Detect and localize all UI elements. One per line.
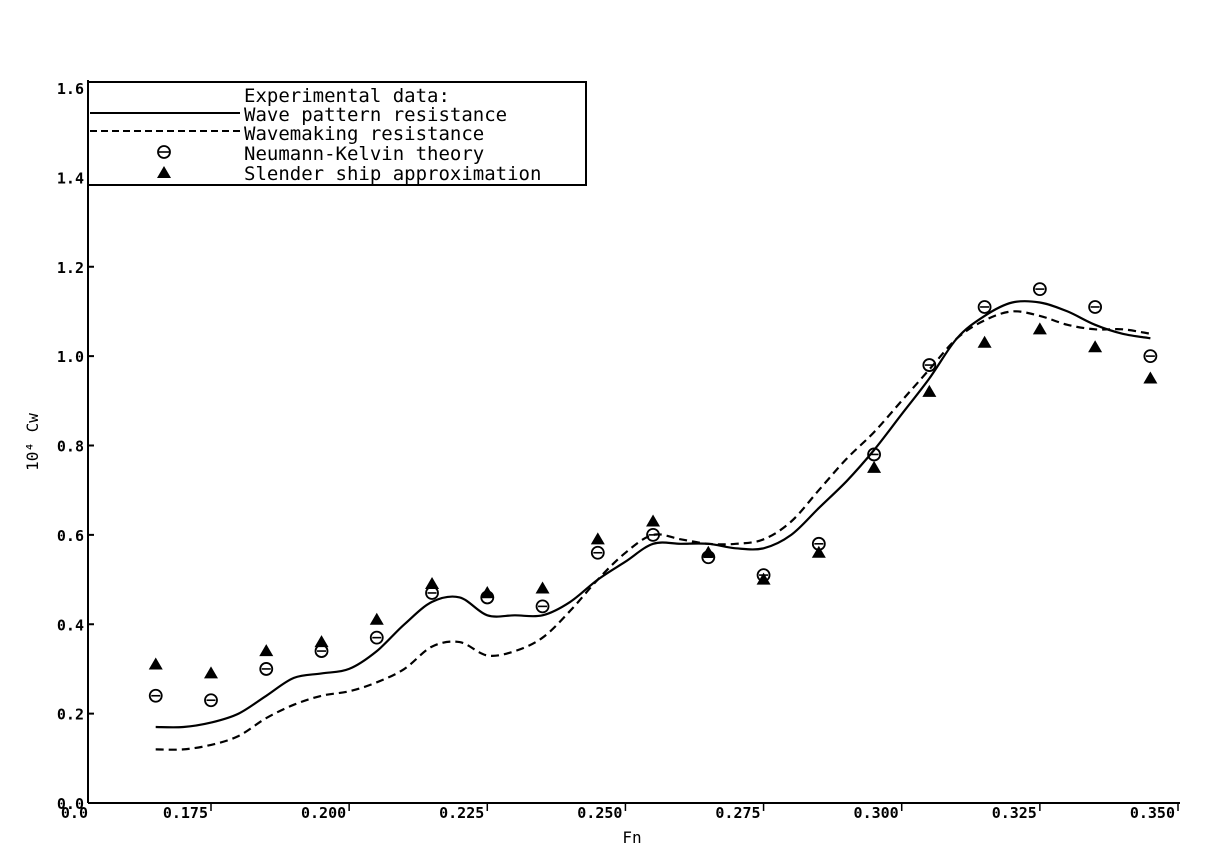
x-axis-title: Fn [622,828,641,847]
slender-ship-point [1088,340,1103,353]
y-tick-label: 1.4 [57,169,84,187]
neumann-kelvin-point [369,630,384,645]
slender-ship-point [480,585,495,598]
slender-ship-point [425,577,440,590]
neumann-kelvin-point [977,300,992,314]
y-tick-label: 0.4 [57,616,84,634]
y-axis-title: 10⁴ Cw [23,413,42,471]
slender-ship-point [867,460,882,473]
y-tick-label: 1.2 [57,259,84,277]
x-tick-label: 0.350 [1130,804,1175,822]
slender-ship-point [646,514,661,527]
y-tick-label: 0.2 [57,706,84,724]
neumann-kelvin-point [148,688,163,703]
legend-circle-marker-icon [157,145,171,159]
neumann-kelvin-point [1032,282,1047,296]
legend-box [87,81,587,186]
neumann-kelvin-point [646,527,660,542]
y-ticks: 0.0 0.2 0.4 0.6 0.8 1.0 1.2 1.4 1.6 [57,80,94,813]
wavemaking-resistance-line [155,310,1151,751]
x-tick-label: 0.300 [854,804,899,822]
slender-ship-point [977,335,992,348]
slender-ship-point [259,644,274,657]
slender-ship-point [756,572,771,585]
legend-entry-wave-pattern: Wave pattern resistance [244,104,507,126]
legend-entry-neumann-kelvin: Neumann-Kelvin theory [244,143,484,165]
slender-ship-point [1032,322,1047,335]
y-tick-label: 1.6 [57,80,84,98]
slender-ship-point [1143,371,1158,384]
slender-ship-point [701,545,716,558]
legend-entry-slender-ship: Slender ship approximation [244,163,541,185]
slender-ship-point [148,657,163,670]
x-tick-label: 0.200 [301,804,346,822]
neumann-kelvin-point [922,358,937,372]
slender-ship-point [922,384,937,397]
neumann-kelvin-point [867,447,881,462]
y-tick-label: 1.0 [57,348,84,366]
legend-triangle-marker-icon [157,166,171,178]
x-ticks: 0.0 0.175 0.200 0.225 0.250 0.275 0.300 0.325 0.… [61,803,1179,822]
wave-pattern-resistance-line [155,300,1151,729]
neumann-kelvin-point [590,545,605,560]
x-tick-label-origin: 0.0 [61,804,88,822]
neumann-kelvin-point [535,599,550,614]
x-tick-label: 0.225 [439,804,484,822]
neumann-kelvin-point [1088,300,1103,314]
x-tick-label: 0.325 [992,804,1037,822]
slender-ship-point [314,635,329,648]
x-tick-label: 0.275 [715,804,760,822]
neumann-kelvin-point [204,693,218,708]
slender-ship-point [811,545,826,558]
legend-entry-wavemaking: Wavemaking resistance [244,123,484,145]
neumann-kelvin-point [259,662,274,676]
slender-ship-point [535,581,550,594]
slender-ship-point [590,532,605,545]
y-tick-label: 0.6 [57,527,84,545]
series-markers [148,282,1158,708]
legend: Experimental data: Wave pattern resistan… [87,81,587,186]
neumann-kelvin-point [1143,349,1158,364]
legend-header: Experimental data: [244,85,450,107]
slender-ship-point [369,612,384,625]
x-tick-label: 0.175 [163,804,208,822]
series-lines [155,300,1151,751]
slender-ship-point [204,666,218,679]
y-tick-label: 0.0 [57,795,84,813]
x-tick-label: 0.250 [577,804,622,822]
y-tick-label: 0.8 [57,438,84,456]
